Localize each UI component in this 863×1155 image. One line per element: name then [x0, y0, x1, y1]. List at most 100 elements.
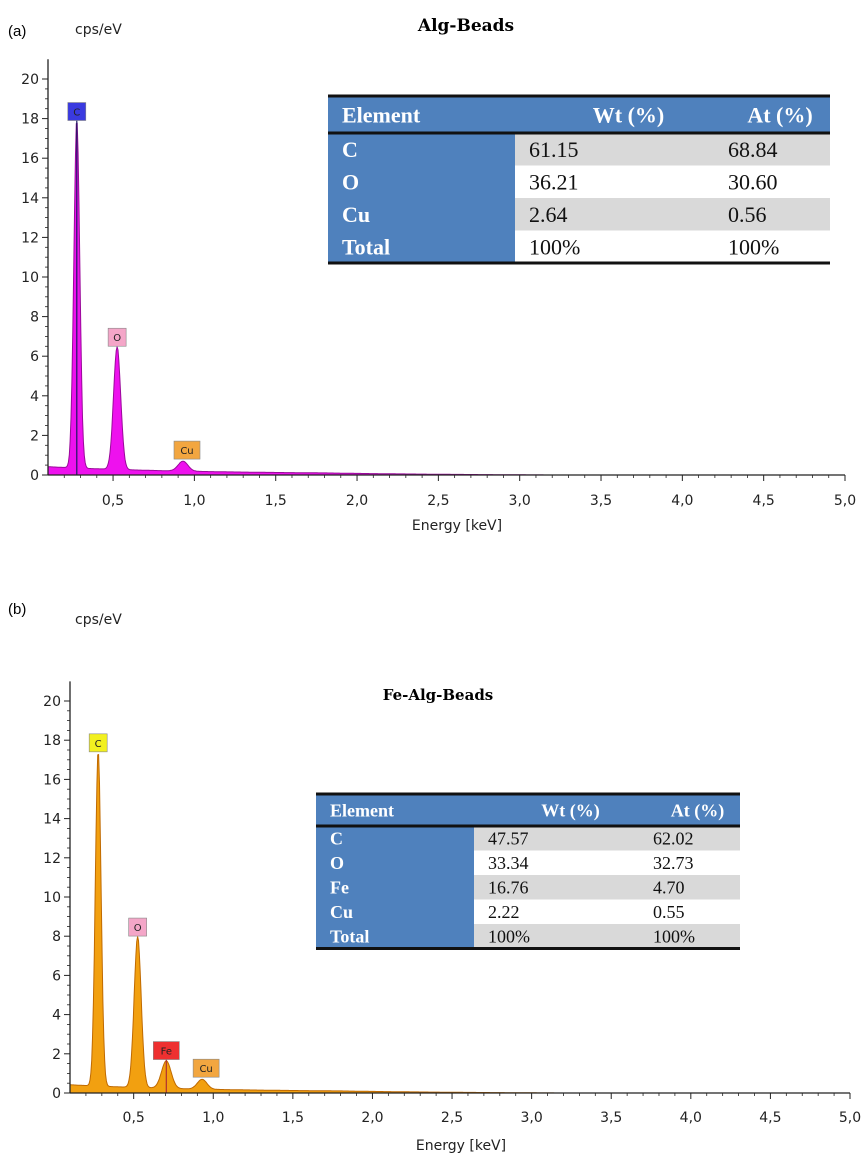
- x-tick-label: 5,0: [834, 493, 856, 509]
- x-axis-label: Energy [keV]: [416, 1138, 506, 1154]
- peak-badge-label-cu: Cu: [180, 446, 193, 457]
- x-tick-label: 3,0: [520, 1110, 542, 1126]
- y-tick-label: 8: [30, 310, 39, 326]
- table-value-cell: 0.55: [653, 902, 685, 922]
- y-tick-label: 2: [52, 1047, 61, 1063]
- y-tick-label: 12: [21, 230, 39, 246]
- table-element-cell: O: [330, 853, 344, 873]
- table-header-row: [316, 794, 740, 826]
- table-element-cell: O: [342, 170, 359, 195]
- peak-badge-cu: [192, 1058, 220, 1078]
- y-tick-label: 8: [52, 929, 61, 945]
- table-row-bg: [474, 924, 740, 949]
- table-row-bg: [474, 850, 740, 875]
- table-value-cell: 47.57: [488, 829, 529, 849]
- table-element-cell: Cu: [342, 202, 370, 227]
- y-tick-label: 6: [52, 968, 61, 984]
- table-header-cell: Element: [330, 800, 394, 820]
- panel-a-alg-beads: (a) cps/eV Alg-BeadsCOCu024681012141618200…: [8, 16, 856, 534]
- table-value-cell: 62.02: [653, 829, 694, 849]
- x-tick-label: 4,5: [759, 1110, 781, 1126]
- table-header-cell: Element: [342, 102, 421, 127]
- x-axis-label: Energy [keV]: [412, 518, 502, 534]
- x-tick-label: 1,5: [265, 493, 287, 509]
- table-row-bg: [474, 875, 740, 900]
- table-value-cell: 16.76: [488, 878, 529, 898]
- y-tick-label: 6: [30, 349, 39, 365]
- x-tick-label: 0,5: [102, 493, 124, 509]
- y-tick-label: 0: [52, 1086, 61, 1102]
- table-element-cell: Total: [330, 927, 369, 947]
- panel-b-fe-alg-beads: (b)cps/eVFe-Alg-BeadsCOFeCu0246810121416…: [8, 601, 861, 1154]
- x-tick-label: 4,0: [680, 1110, 702, 1126]
- table-value-cell: 100%: [653, 927, 695, 947]
- y-tick-label: 12: [43, 851, 61, 867]
- table-row-bg: [515, 230, 830, 263]
- panel-label: (b): [8, 601, 26, 618]
- table-element-cell: C: [330, 829, 343, 849]
- x-tick-label: 2,5: [441, 1110, 463, 1126]
- peak-badge-label-fe: Fe: [161, 1047, 172, 1058]
- chart-title: Alg-Beads: [417, 16, 514, 36]
- table-element-cell: Fe: [330, 878, 349, 898]
- y-tick-label: 0: [30, 468, 39, 484]
- y-tick-label: 4: [52, 1008, 61, 1024]
- y-tick-label: 10: [43, 890, 61, 906]
- y-tick-label: 20: [43, 694, 61, 710]
- table-row-bg: [474, 826, 740, 851]
- table-element-column: [316, 826, 474, 949]
- table-value-cell: 100%: [488, 927, 530, 947]
- table-value-cell: 68.84: [728, 137, 778, 162]
- x-tick-label: 5,0: [839, 1110, 861, 1126]
- y-tick-label: 14: [21, 191, 39, 207]
- peak-badge-o: [107, 327, 127, 347]
- y-tick-label: 10: [21, 270, 39, 286]
- peak-badge-label-c: C: [95, 739, 102, 750]
- table-element-column: [328, 133, 515, 263]
- y-tick-label: 16: [43, 772, 61, 788]
- peak-badge-o: [128, 917, 147, 937]
- table-value-cell: 32.73: [653, 853, 694, 873]
- peak-badge-label-cu: Cu: [199, 1064, 212, 1075]
- table-header-row: [328, 96, 830, 133]
- peak-badge-label-o: O: [113, 333, 121, 344]
- table-value-cell: 2.22: [488, 902, 520, 922]
- table-element-cell: Total: [342, 235, 390, 260]
- table-value-cell: 2.64: [529, 202, 568, 227]
- table-value-cell: 0.56: [728, 202, 767, 227]
- y-tick-label: 4: [30, 389, 39, 405]
- peak-badge-c: [67, 102, 87, 121]
- table-row-bg: [515, 198, 830, 231]
- x-tick-label: 3,0: [509, 493, 531, 509]
- chart-title: Fe-Alg-Beads: [383, 686, 494, 704]
- composition-table: Element Wt (%) At (%) C 61.15 68.84 O 36.21 30.6…: [328, 94, 830, 265]
- y-axis-label: cps/eV: [75, 22, 122, 38]
- composition-table: Element Wt (%) At (%) C 47.57 62.02 O 33.34 32.7…: [316, 792, 740, 950]
- y-tick-label: 2: [30, 428, 39, 444]
- table-value-cell: 30.60: [728, 170, 778, 195]
- table-header-cell: At (%): [747, 102, 812, 127]
- table-header-cell: Wt (%): [593, 102, 664, 127]
- y-axis-label: cps/eV: [75, 612, 122, 628]
- x-tick-label: 1,0: [202, 1110, 224, 1126]
- table-value-cell: 100%: [529, 235, 580, 260]
- x-tick-label: 2,0: [346, 493, 368, 509]
- table-value-cell: 61.15: [529, 137, 579, 162]
- x-tick-label: 3,5: [590, 493, 612, 509]
- y-tick-label: 20: [21, 72, 39, 88]
- x-tick-label: 2,0: [361, 1110, 383, 1126]
- table-header-cell: At (%): [671, 800, 724, 821]
- table-row-bg: [515, 165, 830, 198]
- panel-label: (a): [8, 23, 26, 40]
- peak-badge-label-o: O: [134, 923, 142, 934]
- table-row-bg: [515, 133, 830, 166]
- x-tick-label: 4,5: [753, 493, 775, 509]
- x-tick-label: 1,5: [282, 1110, 304, 1126]
- y-tick-label: 18: [43, 733, 61, 749]
- table-element-cell: C: [342, 137, 358, 162]
- table-header-cell: Wt (%): [541, 800, 599, 821]
- table-value-cell: 36.21: [529, 170, 579, 195]
- table-row-bg: [474, 899, 740, 924]
- table-value-cell: 4.70: [653, 878, 685, 898]
